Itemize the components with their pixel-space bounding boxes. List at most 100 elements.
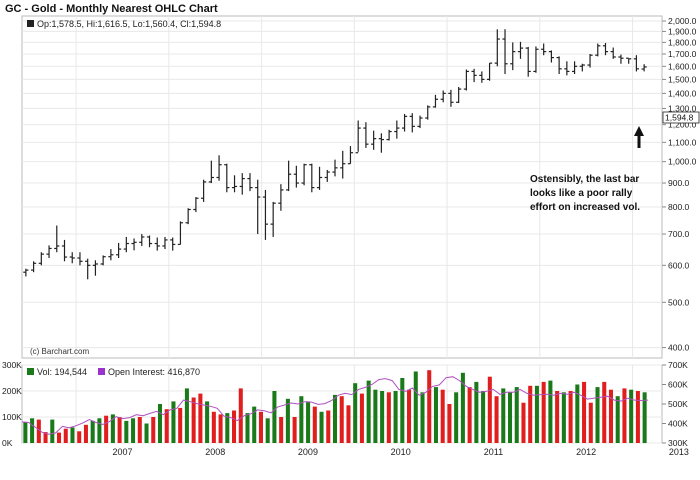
volume-bar (238, 388, 243, 443)
oi-legend: Open Interest: 416,870 (108, 367, 200, 377)
price-tick-label: 1,200.0 (668, 120, 697, 130)
ohlc-bars (23, 29, 647, 280)
ohlc-bar (77, 252, 83, 266)
ohlc-bar (541, 43, 547, 56)
volume-bar (57, 432, 62, 443)
volume-bar (178, 407, 183, 443)
x-tick-label: 2013 (669, 447, 689, 457)
volume-bar (548, 380, 553, 443)
volume-bar (629, 389, 634, 443)
volume-bar (151, 417, 156, 443)
price-tick-label: 1,100.0 (668, 137, 697, 147)
ohlc-bar (502, 29, 508, 75)
volume-bar (191, 397, 196, 443)
volume-bar (534, 385, 539, 443)
x-tick-label: 2011 (484, 447, 503, 457)
volume-bar (427, 370, 432, 443)
volume-bar (487, 376, 492, 443)
ohlc-bar (123, 236, 129, 253)
ohlc-bar (579, 63, 585, 72)
volume-bar (420, 392, 425, 443)
volume-bar (117, 417, 122, 443)
volume-bar (131, 418, 136, 443)
ohlc-bar (154, 237, 160, 251)
ohlc-bar (633, 55, 640, 72)
ohlc-bar (316, 166, 323, 190)
volume-bar (245, 413, 250, 443)
volume-bar (258, 411, 263, 443)
ohlc-legend-swatch (27, 20, 34, 27)
price-tick-label: 1,600.0 (668, 61, 697, 71)
annotation-line-3: effort on increased vol. (530, 202, 640, 213)
ohlc-readout: Op:1,578.5, Hi:1,616.5, Lo:1,560.4, Cl:1… (37, 19, 221, 29)
volume-bar (137, 417, 142, 443)
volume-bar (588, 402, 593, 443)
ohlc-bar (525, 46, 531, 77)
ohlc-bar (425, 105, 431, 120)
volume-bar (447, 404, 452, 443)
ohlc-bar (30, 261, 37, 273)
price-panel-frame (21, 15, 663, 359)
ohlc-bar (46, 245, 52, 259)
volume-bar (326, 410, 331, 443)
volume-bar (198, 393, 203, 443)
oi-tick-label: 500K (668, 399, 688, 409)
annotation-line-1: Ostensibly, the last bar (530, 174, 639, 185)
volume-bar (50, 419, 55, 443)
volume-bar (36, 419, 41, 443)
volume-bar (642, 392, 647, 443)
volume-bar (83, 424, 88, 443)
oi-tick-label: 700K (668, 360, 688, 370)
volume-bar (353, 383, 358, 443)
volume-bar (252, 406, 257, 443)
annotation-line-2: looks like a poor rally (530, 188, 633, 199)
oi-tick-label: 600K (668, 380, 688, 390)
volume-bar (602, 381, 607, 443)
volume-bar (393, 391, 398, 443)
x-tick-label: 2008 (205, 447, 225, 457)
volume-bar (615, 396, 620, 443)
ohlc-bar (324, 169, 330, 182)
volume-bar (433, 387, 438, 443)
volume-axis-ticks: 300K 200K 100K 0K 700K 600K 500K 400K 300K (2, 360, 688, 448)
price-tick-label: 1,400.0 (668, 88, 697, 98)
ohlc-bar (510, 42, 516, 71)
volume-bar (184, 388, 189, 443)
ohlc-bar (139, 234, 145, 246)
price-tick-label: 700.0 (668, 229, 690, 239)
ohlc-bar (278, 184, 284, 211)
volume-bar (501, 388, 506, 443)
copyright-text: (c) Barchart.com (30, 347, 89, 356)
volume-bar (157, 404, 163, 443)
ohlc-bar (378, 133, 384, 153)
volume-bar (70, 427, 75, 443)
volume-bar (77, 431, 82, 443)
volume-bar (373, 389, 378, 443)
ohlc-bar (340, 150, 346, 179)
ohlc-bar (38, 252, 44, 266)
ohlc-bar (610, 47, 616, 59)
ohlc-bar (618, 54, 624, 64)
vol-legend-swatch (27, 368, 34, 375)
last-price-tag (662, 111, 700, 124)
ohlc-bar (556, 56, 562, 75)
volume-bar (608, 389, 613, 443)
volume-bar (635, 391, 640, 443)
open-interest-line (21, 376, 649, 435)
ohlc-bar (170, 237, 176, 251)
ohlc-bar (479, 71, 485, 83)
ohlc-bar (363, 122, 369, 148)
ohlc-bar (309, 163, 315, 193)
price-tick-label: 1,000.0 (668, 157, 697, 167)
volume-bar (205, 401, 210, 443)
price-tick-label: 1,800.0 (668, 37, 697, 47)
ohlc-bar (602, 42, 609, 56)
ohlc-bar (255, 179, 261, 235)
volume-bar (575, 384, 580, 443)
ohlc-bar (494, 29, 500, 67)
ohlc-bar (626, 57, 632, 64)
ohlc-bar (571, 61, 578, 75)
ohlc-bar (371, 130, 377, 150)
volume-bar (30, 418, 35, 443)
